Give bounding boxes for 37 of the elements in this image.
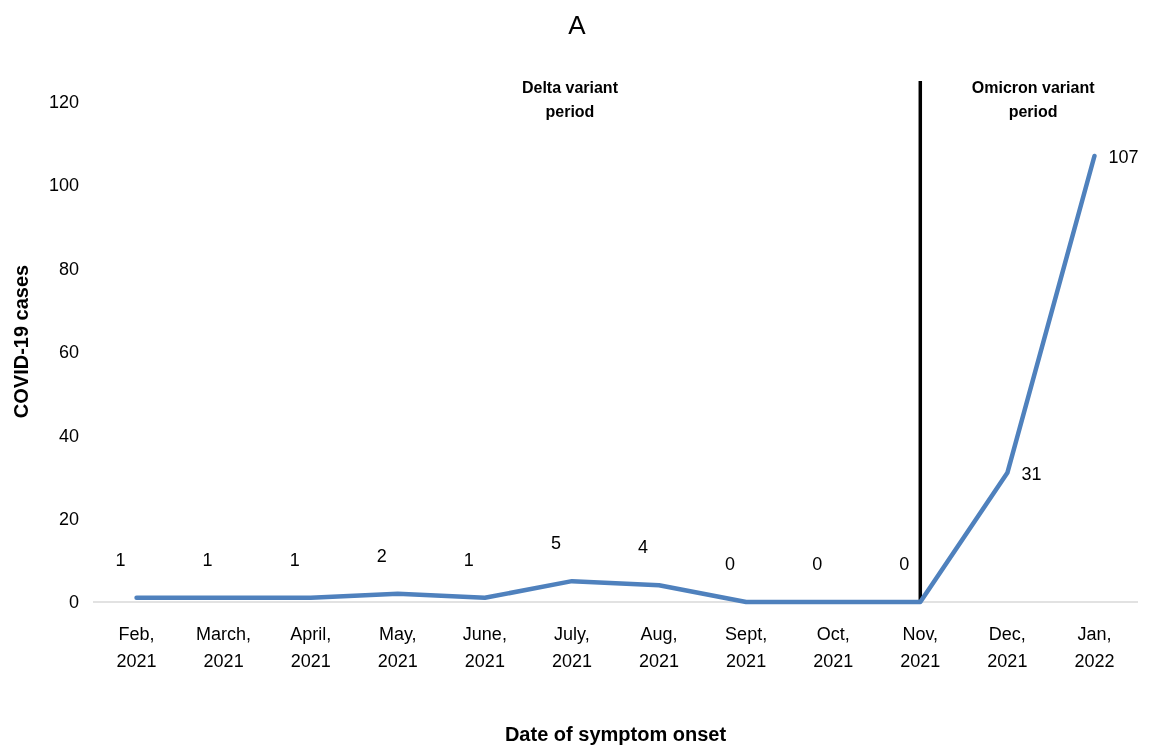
x-tick-label: June, 2021 [462, 624, 507, 671]
x-tick-label: May, 2021 [377, 624, 418, 671]
x-tick-label: April, 2021 [290, 624, 332, 671]
data-label: 5 [550, 533, 561, 554]
x-tick-label: Sept, 2021 [725, 624, 768, 671]
x-tick-label: Oct, 2021 [813, 624, 854, 671]
line-series [134, 153, 1097, 605]
y-tick-label: 100 [48, 175, 79, 196]
data-label: 31 [1021, 463, 1042, 484]
x-tick-label: Nov, 2021 [900, 624, 941, 671]
x-tick-label: July, 2021 [551, 624, 592, 671]
x-tick-label: Jan, 2022 [1074, 624, 1115, 671]
data-label: 1 [463, 549, 474, 570]
data-label: 2 [376, 545, 387, 566]
data-label: 4 [638, 537, 649, 558]
x-axis-title: Date of symptom onset [504, 723, 727, 745]
data-label: 0 [899, 554, 910, 574]
y-tick-label: 120 [48, 92, 79, 113]
data-label: 107 [1108, 147, 1139, 168]
y-tick-label: 60 [58, 342, 79, 363]
y-tick-label: 80 [58, 258, 79, 279]
y-axis-title: COVID-19 cases [10, 264, 32, 419]
x-tick-label: Dec, 2021 [987, 624, 1028, 671]
data-label: 1 [289, 549, 300, 570]
data-label: 0 [812, 554, 823, 574]
data-label: 0 [725, 554, 736, 574]
x-tick-label: March, 2021 [196, 624, 252, 671]
x-tick-label: Feb, 2021 [116, 624, 157, 671]
y-tick-label: 0 [68, 592, 79, 613]
annotation: Delta variant period [521, 79, 619, 120]
data-label: 1 [202, 549, 213, 570]
chart-title: A [568, 10, 587, 40]
y-tick-label: 20 [58, 508, 79, 529]
data-label: 1 [115, 549, 126, 570]
x-tick-label: Aug, 2021 [639, 624, 680, 671]
annotation: Omicron variant period [971, 79, 1096, 120]
y-tick-label: 40 [58, 425, 79, 446]
